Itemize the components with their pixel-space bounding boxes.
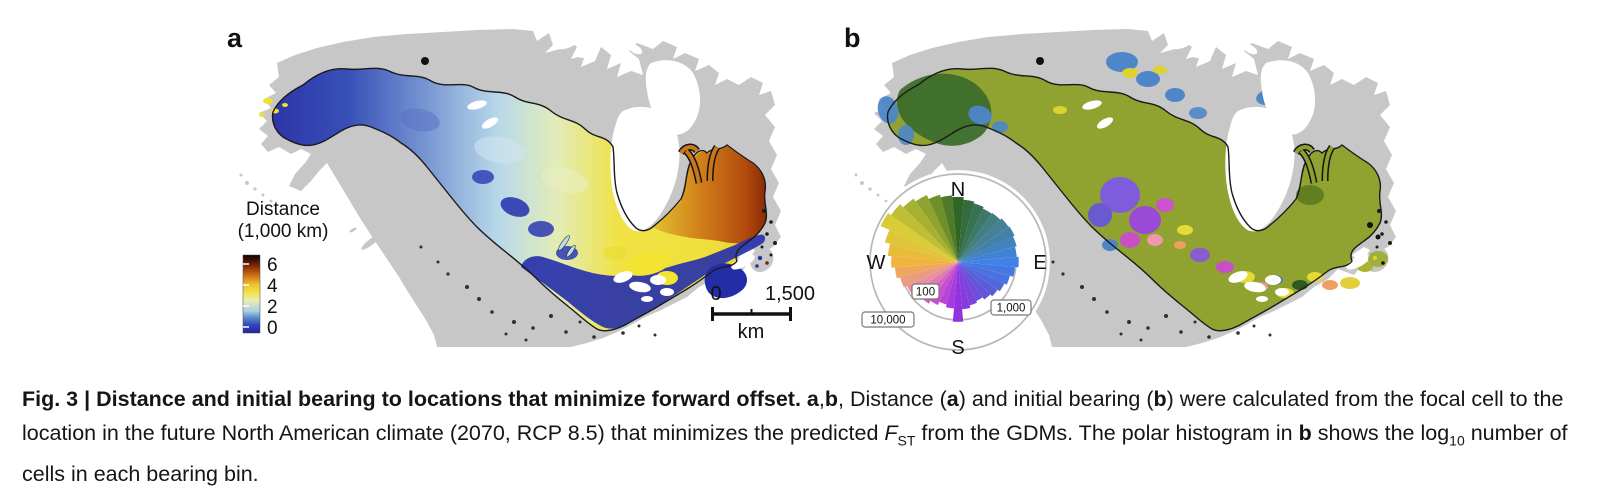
panel-a-label: a bbox=[227, 23, 243, 53]
terrain-specks bbox=[419, 57, 777, 342]
compass-label-s: S bbox=[951, 337, 964, 359]
distance-raster-band bbox=[259, 68, 767, 331]
map-region-blobs bbox=[877, 52, 1373, 298]
legend-colorbar-ticks bbox=[243, 263, 249, 328]
terrain-specks bbox=[1034, 57, 1392, 342]
distance-legend: Distance (1,000 km) 6 4 2 0 bbox=[238, 199, 329, 339]
legend-tick-6: 6 bbox=[267, 255, 278, 276]
panel-b-label: b bbox=[844, 23, 861, 53]
bearing-raster-band bbox=[877, 52, 1382, 331]
panel-b-bearing-map: b bbox=[844, 23, 1396, 359]
bearing-color-wheel bbox=[880, 194, 1019, 322]
ring-label-100: 100 bbox=[911, 283, 940, 300]
scale-bar-start-label: 0 bbox=[710, 283, 721, 305]
scale-bar-end-label: 1,500 bbox=[765, 283, 815, 305]
legend-title-line1: Distance bbox=[246, 199, 320, 220]
map-region-blobs bbox=[259, 98, 747, 299]
compass-label-w: W bbox=[867, 252, 886, 274]
svg-text:100: 100 bbox=[916, 287, 935, 299]
legend-tick-0: 0 bbox=[267, 318, 278, 339]
figure-caption: Fig. 3 | Distance and initial bearing to… bbox=[22, 382, 1570, 491]
caption-text: Fig. 3 | Distance and initial bearing to… bbox=[22, 387, 1568, 487]
quebec-orange-region bbox=[653, 146, 767, 244]
legend-colorbar bbox=[242, 254, 261, 334]
compass-label-e: E bbox=[1033, 252, 1046, 274]
scale-bar: 0 1,500 km bbox=[710, 283, 815, 343]
svg-text:10,000: 10,000 bbox=[870, 315, 905, 327]
svg-text:1,000: 1,000 bbox=[997, 303, 1026, 315]
scale-bar-unit-label: km bbox=[738, 321, 765, 343]
legend-tick-4: 4 bbox=[267, 276, 278, 297]
legend-title-line2: (1,000 km) bbox=[238, 221, 329, 242]
polar-histogram: N E S W 100 1,000 10,000 bbox=[861, 170, 1050, 359]
panel-a-distance-map: a bbox=[227, 23, 815, 347]
compass-label-n: N bbox=[951, 179, 965, 201]
ring-label-10000: 10,000 bbox=[861, 311, 915, 328]
southern-darkblue-band bbox=[521, 234, 766, 329]
ring-label-1000: 1,000 bbox=[990, 299, 1032, 316]
legend-tick-2: 2 bbox=[267, 297, 278, 318]
